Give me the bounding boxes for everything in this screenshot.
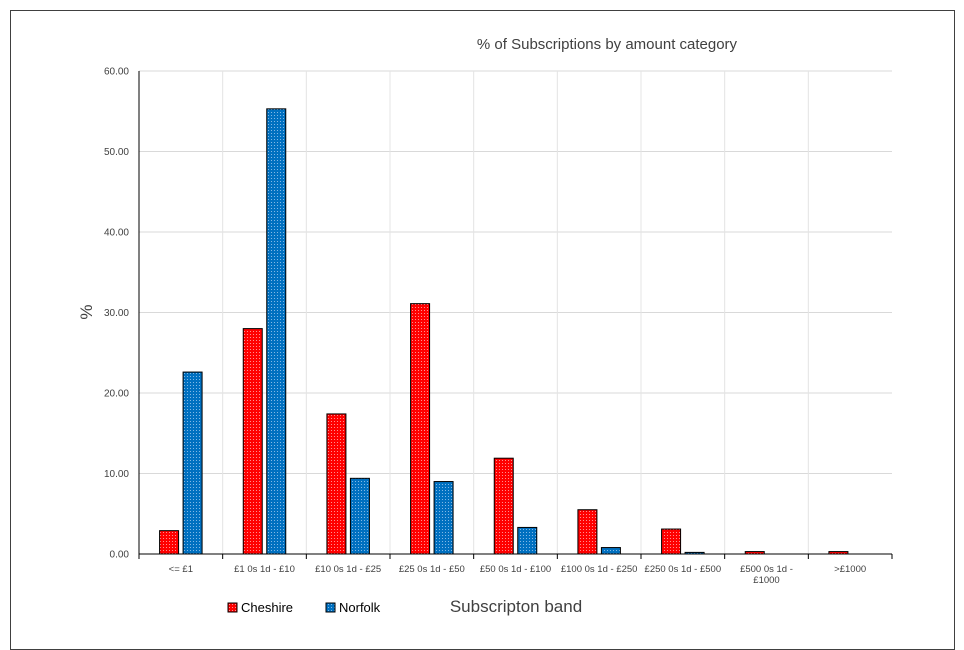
x-tick-label: £500 0s 1d -£1000 [740, 564, 793, 586]
x-tick-label: <= £1 [169, 564, 193, 575]
y-tick-label: 20.00 [104, 389, 129, 400]
bar-norfolk-5 [600, 547, 621, 555]
x-tick-label: £25 0s 1d - £50 [399, 564, 465, 575]
y-tick-label: 0.00 [110, 550, 130, 561]
y-tick-label: 60.00 [104, 67, 129, 78]
legend-swatch [325, 602, 336, 613]
bar-cheshire-3 [410, 303, 431, 555]
bar-norfolk-2 [349, 477, 370, 555]
bar-cheshire-1 [242, 328, 263, 555]
x-tick-label: £10 0s 1d - £25 [315, 564, 381, 575]
y-tick-label: 10.00 [104, 469, 129, 480]
bar-norfolk-4 [517, 526, 538, 555]
legend-label: Cheshire [241, 600, 293, 615]
gridlines [139, 70, 892, 554]
bar-norfolk-3 [433, 481, 454, 555]
chart-title: % of Subscriptions by amount category [477, 36, 738, 53]
y-tick-labels: 0.00 10.00 20.00 30.00 40.00 50.00 60.00 [104, 67, 129, 561]
legend-item-norfolk: Norfolk [325, 600, 381, 615]
x-tick-label: £1 0s 1d - £10 [234, 564, 295, 575]
y-axis-title: % [77, 304, 96, 319]
x-tick-labels: <= £1 £1 0s 1d - £10 £10 0s 1d - £25 £25 0s… [169, 564, 866, 586]
y-tick-label: 50.00 [104, 147, 129, 158]
bar-cheshire-0 [159, 530, 180, 555]
legend: Cheshire Norfolk [227, 600, 381, 615]
y-tick-label: 30.00 [104, 308, 129, 319]
bars [159, 108, 849, 555]
x-axis-title: Subscripton band [450, 597, 582, 616]
x-tick-label: £250 0s 1d - £500 [645, 564, 722, 575]
x-tick-label: £50 0s 1d - £100 [480, 564, 551, 575]
axes [138, 71, 893, 559]
bar-cheshire-4 [493, 457, 514, 555]
legend-label: Norfolk [339, 600, 381, 615]
bar-norfolk-0 [182, 371, 203, 555]
x-tick-label: >£1000 [834, 564, 866, 575]
bar-cheshire-5 [577, 509, 598, 555]
bar-cheshire-2 [326, 413, 347, 555]
x-tick-label: £100 0s 1d - £250 [561, 564, 638, 575]
legend-swatch [227, 602, 238, 613]
bar-cheshire-6 [661, 528, 682, 555]
bar-norfolk-1 [266, 108, 287, 555]
legend-item-cheshire: Cheshire [227, 600, 293, 615]
y-tick-label: 40.00 [104, 228, 129, 239]
